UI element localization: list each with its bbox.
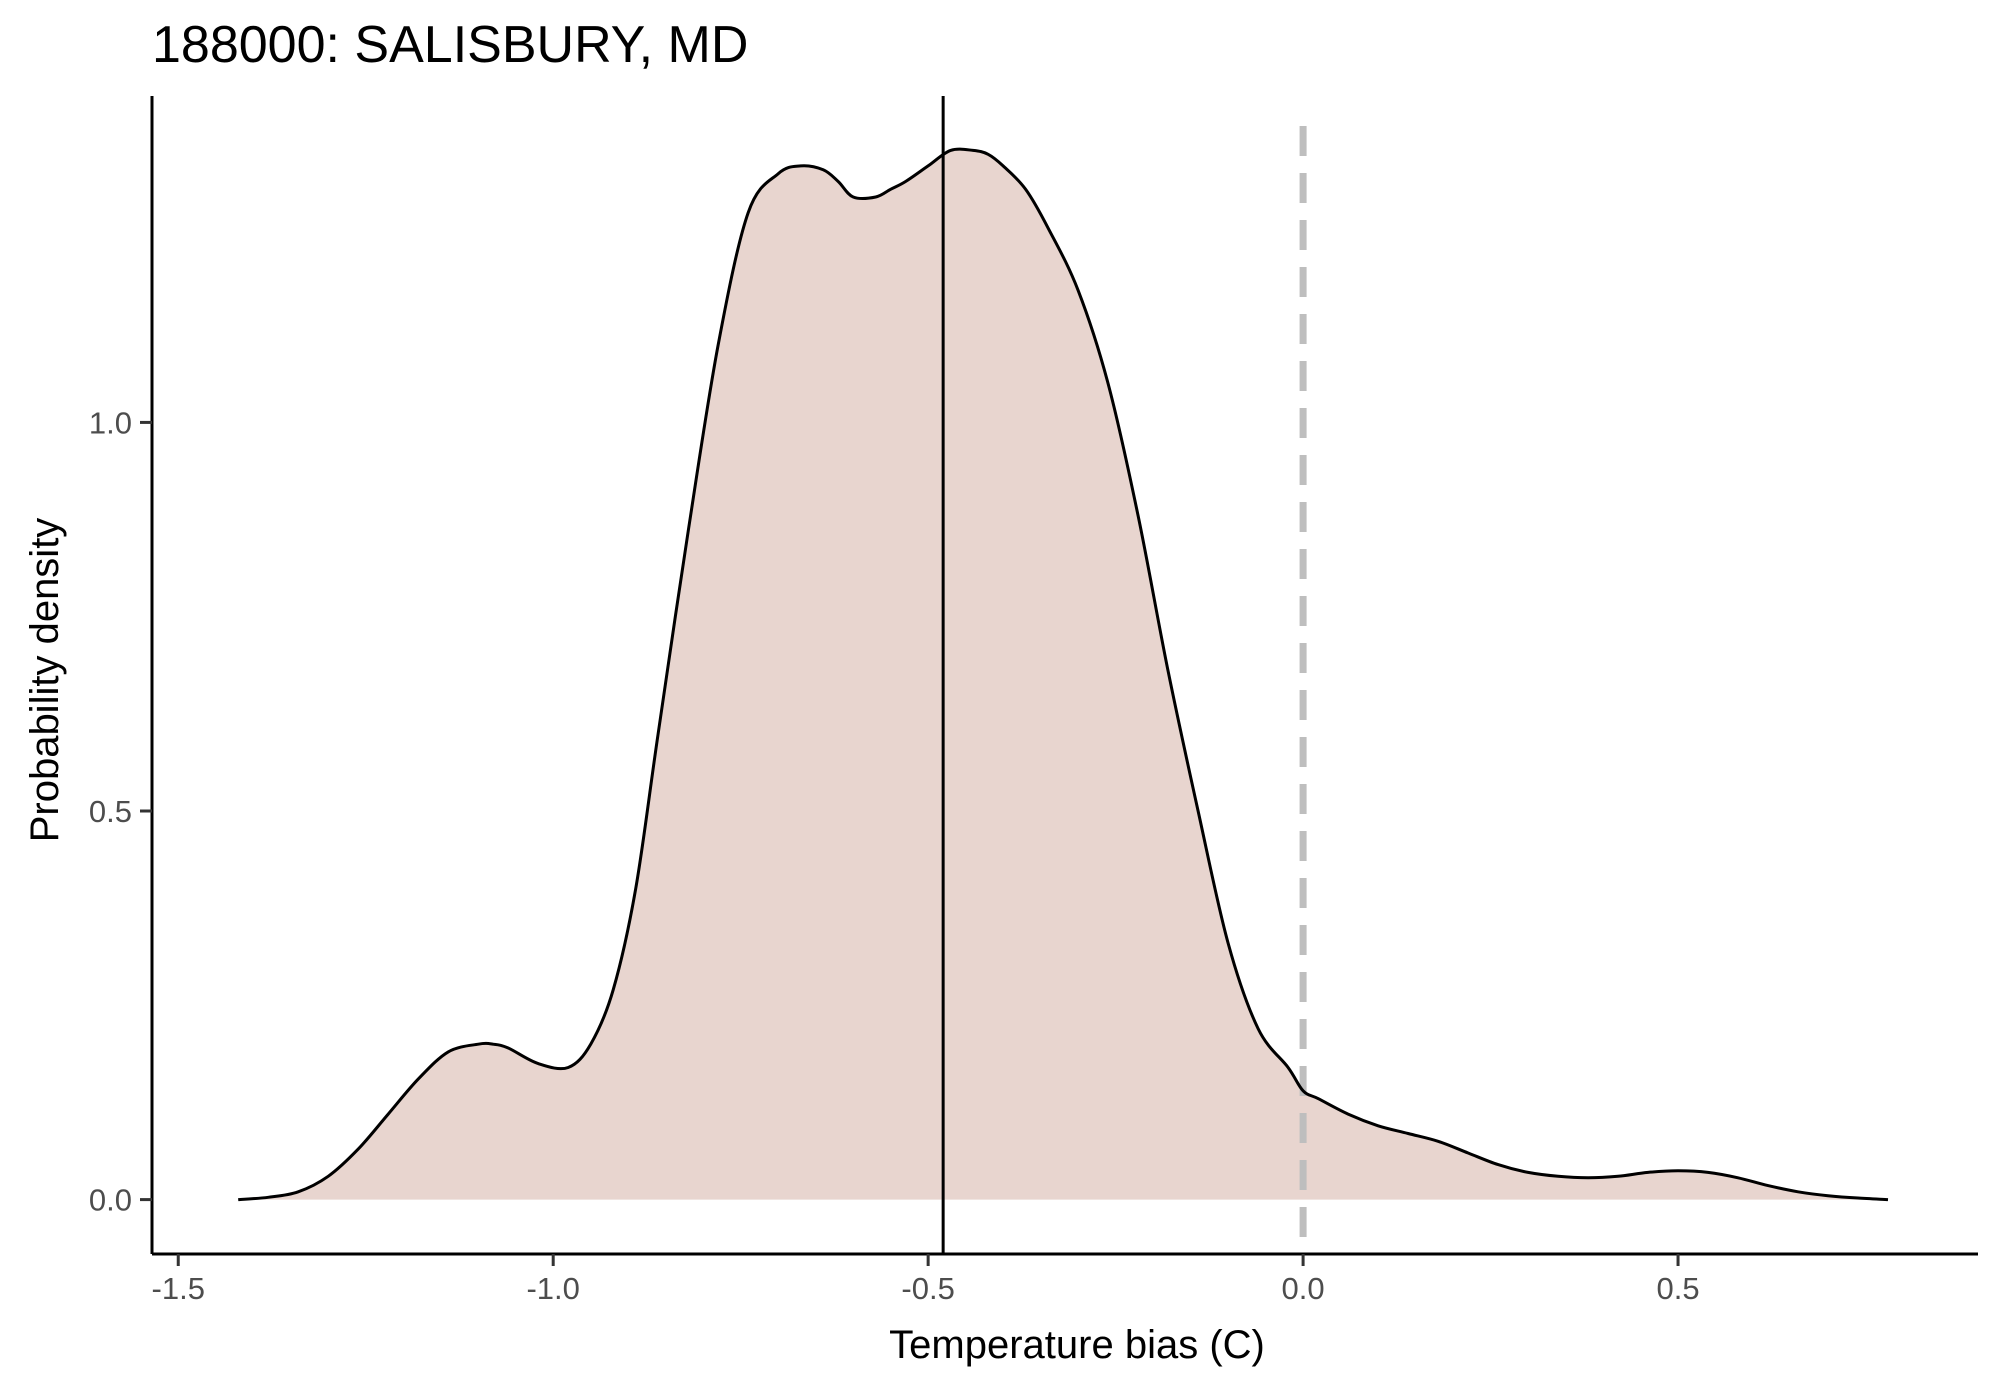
x-tick-label: -1.5 bbox=[152, 1271, 205, 1306]
x-axis-title: Temperature bias (C) bbox=[889, 1323, 1265, 1367]
density-area bbox=[238, 149, 1889, 1200]
x-tick-label: 0.5 bbox=[1656, 1271, 1699, 1306]
density-curve bbox=[238, 147, 1889, 1202]
chart-title: 188000: SALISBURY, MD bbox=[152, 16, 748, 74]
y-tick-label: 1.0 bbox=[89, 405, 132, 440]
x-tick-label: -0.5 bbox=[901, 1271, 954, 1306]
y-tick-label: 0.0 bbox=[89, 1183, 132, 1218]
x-axis-ticks: -1.5 -1.0 -0.5 0.0 0.5 bbox=[152, 1254, 1700, 1306]
y-tick-label: 0.5 bbox=[89, 794, 132, 829]
y-axis-title: Probability density bbox=[23, 518, 67, 843]
plot-area bbox=[238, 96, 1889, 1254]
x-tick-label: 0.0 bbox=[1282, 1271, 1325, 1306]
x-tick-label: -1.0 bbox=[526, 1271, 579, 1306]
y-axis-ticks: 0.0 0.5 1.0 bbox=[89, 405, 152, 1218]
